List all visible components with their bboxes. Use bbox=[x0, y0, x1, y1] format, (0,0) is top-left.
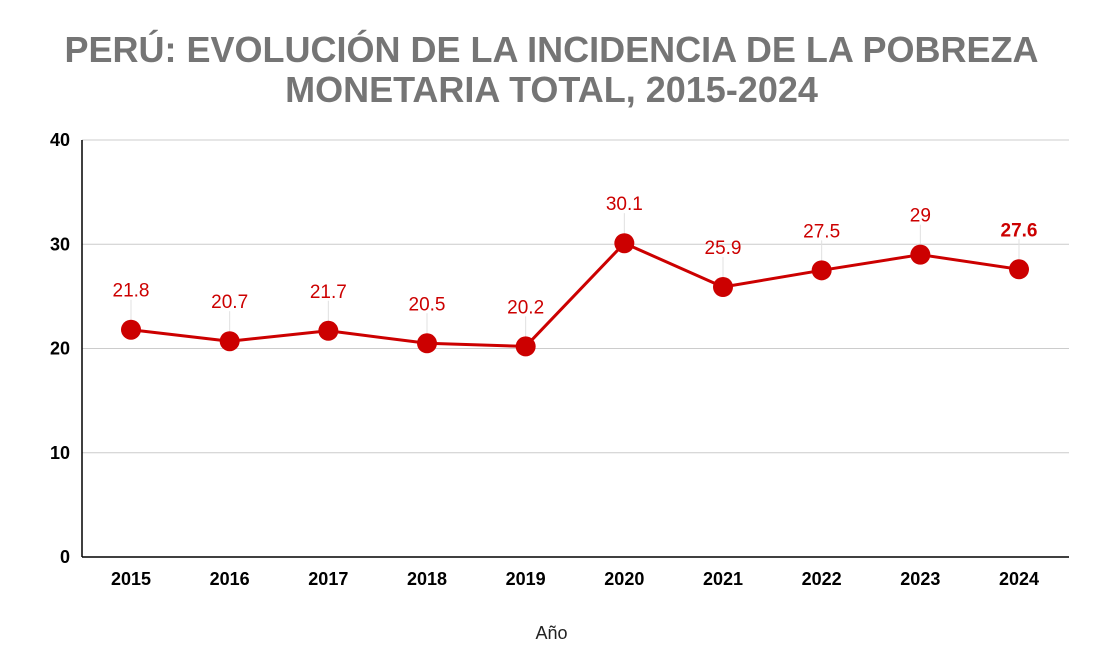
data-point bbox=[515, 336, 536, 357]
x-tick-label: 2015 bbox=[111, 569, 151, 589]
gridlines bbox=[82, 139, 1069, 454]
data-point bbox=[121, 319, 141, 340]
data-point bbox=[910, 244, 931, 265]
y-tick-label: 20 bbox=[50, 339, 70, 359]
data-point bbox=[1009, 259, 1029, 280]
series-line bbox=[130, 241, 1020, 348]
x-tick-label: 2023 bbox=[900, 569, 940, 589]
x-tick-label: 2019 bbox=[506, 569, 546, 589]
x-tick-label: 2021 bbox=[703, 569, 743, 589]
y-tick-label: 0 bbox=[60, 547, 70, 567]
data-label: 20.5 bbox=[409, 294, 446, 315]
data-point bbox=[713, 276, 733, 297]
chart-title-line-2: MONETARIA TOTAL, 2015-2024 bbox=[285, 69, 818, 110]
y-tick-label: 40 bbox=[50, 130, 70, 150]
data-label: 20.7 bbox=[211, 292, 248, 313]
x-tick-label: 2017 bbox=[308, 569, 348, 589]
chart-title-line-1: PERÚ: EVOLUCIÓN DE LA INCIDENCIA DE LA P… bbox=[64, 29, 1039, 70]
y-tick-labels: 0 10 20 30 40 bbox=[50, 130, 70, 567]
data-label: 29 bbox=[910, 206, 931, 227]
chart-title: PERÚ: EVOLUCIÓN DE LA INCIDENCIA DE LA P… bbox=[0, 30, 1103, 110]
data-point bbox=[318, 320, 339, 341]
data-point bbox=[417, 333, 437, 354]
data-label: 30.1 bbox=[606, 194, 643, 215]
data-label: 25.9 bbox=[705, 238, 742, 259]
data-point bbox=[219, 331, 240, 352]
data-label: 21.7 bbox=[310, 282, 347, 303]
data-point bbox=[614, 233, 635, 254]
x-tick-label: 2016 bbox=[210, 569, 250, 589]
x-axis-title: Año bbox=[535, 623, 568, 643]
data-label: 21.8 bbox=[113, 281, 150, 302]
x-tick-label: 2022 bbox=[802, 569, 842, 589]
x-tick-label: 2024 bbox=[999, 569, 1039, 589]
data-point bbox=[811, 260, 832, 281]
data-label: 27.5 bbox=[803, 221, 840, 242]
y-tick-label: 10 bbox=[50, 443, 70, 463]
x-tick-labels: 2015 2016 2017 2018 2019 2020 2021 2022 2023 2024 bbox=[111, 569, 1039, 589]
data-label-leaders bbox=[130, 213, 1020, 337]
data-label: 27.6 bbox=[1001, 220, 1038, 241]
x-tick-label: 2020 bbox=[604, 569, 644, 589]
data-label: 20.2 bbox=[507, 297, 544, 318]
data-labels: 21.8 20.7 21.7 20.5 20.2 30.1 25.9 27.5 29 27.6 bbox=[113, 194, 1038, 318]
y-tick-label: 30 bbox=[50, 234, 70, 254]
x-tick-label: 2018 bbox=[407, 569, 447, 589]
data-points bbox=[121, 233, 1029, 357]
